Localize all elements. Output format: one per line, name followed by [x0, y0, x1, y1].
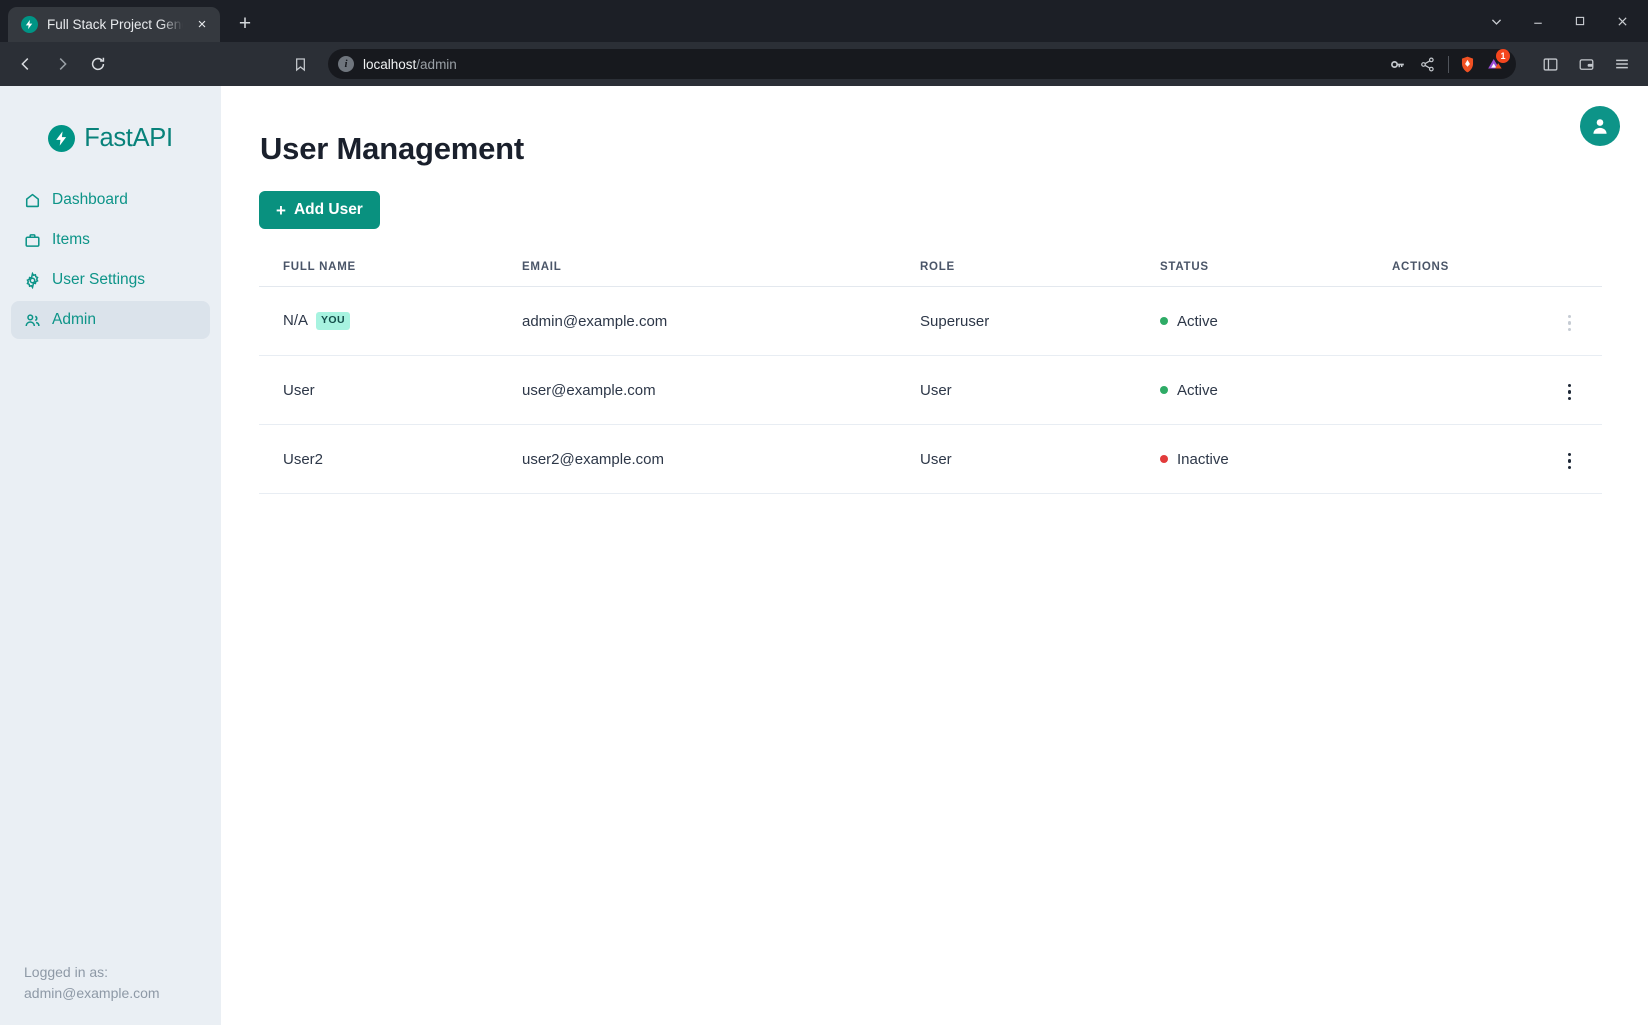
- add-user-label: Add User: [293, 201, 363, 218]
- user-name-cell: User2: [283, 451, 522, 468]
- user-role: User: [920, 424, 1160, 494]
- page-title: User Management: [260, 131, 525, 166]
- sidebar-item-admin[interactable]: Admin: [11, 301, 210, 339]
- back-icon[interactable]: [10, 48, 42, 80]
- sidebar-item-label: User Settings: [52, 271, 146, 288]
- window-controls: [1476, 0, 1642, 42]
- user-email: user@example.com: [522, 355, 920, 425]
- gear-icon: [24, 271, 41, 289]
- column-header-actions: ACTIONS: [1392, 261, 1602, 287]
- maximize-button[interactable]: [1560, 0, 1600, 42]
- forward-icon[interactable]: [46, 48, 78, 80]
- status-label: Inactive: [1177, 450, 1229, 468]
- tab-close-icon[interactable]: ×: [197, 16, 207, 33]
- user-avatar-icon: [1593, 119, 1607, 134]
- tab-strip: Full Stack Project Genera × +: [0, 0, 1648, 42]
- user-full-name: N/A: [283, 312, 309, 330]
- column-header-full-name: FULL NAME: [259, 261, 522, 287]
- toolbar-divider: [1448, 55, 1449, 73]
- fastapi-logo: FastAPI: [11, 124, 210, 153]
- minimize-button[interactable]: [1518, 0, 1558, 42]
- share-icon[interactable]: [1413, 50, 1441, 78]
- user-email: admin@example.com: [522, 286, 920, 356]
- table-row: N/A YOU admin@example.com Superuser Acti…: [259, 286, 1602, 356]
- address-bar[interactable]: i localhost/admin 1: [328, 49, 1516, 79]
- table-row: User2 user2@example.com User Inactive: [259, 424, 1602, 494]
- sidebar-item-items[interactable]: Items: [11, 221, 210, 259]
- status-label: Active: [1177, 381, 1218, 399]
- wallet-icon[interactable]: [1570, 48, 1602, 80]
- status-dot: [1160, 317, 1168, 325]
- logged-in-email: admin@example.com: [24, 984, 160, 1001]
- user-role: Superuser: [920, 286, 1160, 356]
- fastapi-bolt-icon: [48, 125, 76, 152]
- you-badge: YOU: [316, 312, 350, 330]
- sidebar-nav: Dashboard Items User Settings: [11, 181, 210, 339]
- fastapi-favicon: [21, 16, 38, 33]
- plus-icon: +: [276, 200, 286, 220]
- main-content: User Management + Add User FULL NAME EMA…: [221, 86, 1648, 1025]
- url-host: localhost: [363, 56, 417, 72]
- table-header-row: FULL NAME EMAIL ROLE STATUS ACTIONS: [259, 261, 1602, 287]
- new-tab-button[interactable]: +: [238, 12, 252, 35]
- logged-in-label: Logged in as:: [24, 964, 109, 981]
- user-name-cell: N/A YOU: [283, 312, 522, 330]
- row-actions-menu-icon[interactable]: [1559, 378, 1581, 407]
- column-header-status: STATUS: [1160, 261, 1392, 287]
- status-dot: [1160, 386, 1168, 394]
- table-row: User user@example.com User Active: [259, 355, 1602, 425]
- tab-title: Full Stack Project Genera: [47, 17, 183, 32]
- users-icon: [24, 312, 41, 329]
- site-info-icon[interactable]: i: [338, 56, 354, 72]
- menu-icon[interactable]: [1606, 48, 1638, 80]
- avatar[interactable]: [1580, 106, 1620, 146]
- brave-rewards-icon[interactable]: 1: [1480, 49, 1510, 78]
- address-bar-url: localhost/admin: [363, 57, 457, 72]
- users-table-body: N/A YOU admin@example.com Superuser Acti…: [259, 286, 1602, 494]
- tab-search-chevron-icon[interactable]: [1476, 0, 1516, 42]
- sidebar-item-label: Dashboard: [52, 191, 128, 208]
- brave-shield-icon[interactable]: [1456, 53, 1478, 75]
- status-badge: Active: [1160, 313, 1392, 330]
- user-name-cell: User: [283, 382, 522, 399]
- users-table-head: FULL NAME EMAIL ROLE STATUS ACTIONS: [259, 261, 1602, 287]
- briefcase-icon: [24, 232, 41, 249]
- omnibox-actions: 1: [1383, 49, 1510, 78]
- url-path: /admin: [416, 56, 457, 72]
- home-icon: [24, 192, 41, 209]
- status-dot: [1160, 455, 1168, 463]
- row-actions-menu-icon[interactable]: [1559, 309, 1581, 338]
- sidebar-item-dashboard[interactable]: Dashboard: [11, 181, 210, 219]
- reload-icon[interactable]: [82, 48, 114, 80]
- brand-name: FastAPI: [84, 124, 173, 152]
- user-role: User: [920, 355, 1160, 425]
- user-email: user2@example.com: [522, 424, 920, 494]
- browser-toolbar: i localhost/admin 1: [0, 42, 1648, 86]
- users-table: FULL NAME EMAIL ROLE STATUS ACTIONS N/A …: [259, 261, 1602, 494]
- bookmark-icon[interactable]: [284, 48, 316, 80]
- app-sidebar: FastAPI Dashboard Items: [0, 86, 221, 1025]
- page-viewport: FastAPI Dashboard Items: [0, 86, 1648, 1025]
- password-key-icon[interactable]: [1383, 50, 1411, 78]
- sidebar-footer: Logged in as: admin@example.com: [11, 962, 210, 1025]
- column-header-role: ROLE: [920, 261, 1160, 287]
- sidebar-item-label: Admin: [52, 311, 96, 328]
- status-label: Active: [1177, 312, 1218, 330]
- column-header-email: EMAIL: [522, 261, 920, 287]
- status-badge: Active: [1160, 382, 1392, 399]
- close-window-button[interactable]: [1602, 0, 1642, 42]
- sidebar-item-user-settings[interactable]: User Settings: [11, 261, 210, 299]
- sidebar-panel-icon[interactable]: [1534, 48, 1566, 80]
- sidebar-item-label: Items: [52, 231, 90, 248]
- add-user-button[interactable]: + Add User: [259, 191, 380, 229]
- row-actions-menu-icon[interactable]: [1559, 447, 1581, 476]
- status-badge: Inactive: [1160, 451, 1392, 468]
- rewards-badge: 1: [1496, 49, 1510, 63]
- user-full-name: User2: [283, 450, 324, 468]
- toolbar-right-icons: [1534, 48, 1638, 80]
- user-full-name: User: [283, 381, 315, 399]
- browser-tab[interactable]: Full Stack Project Genera ×: [8, 7, 220, 42]
